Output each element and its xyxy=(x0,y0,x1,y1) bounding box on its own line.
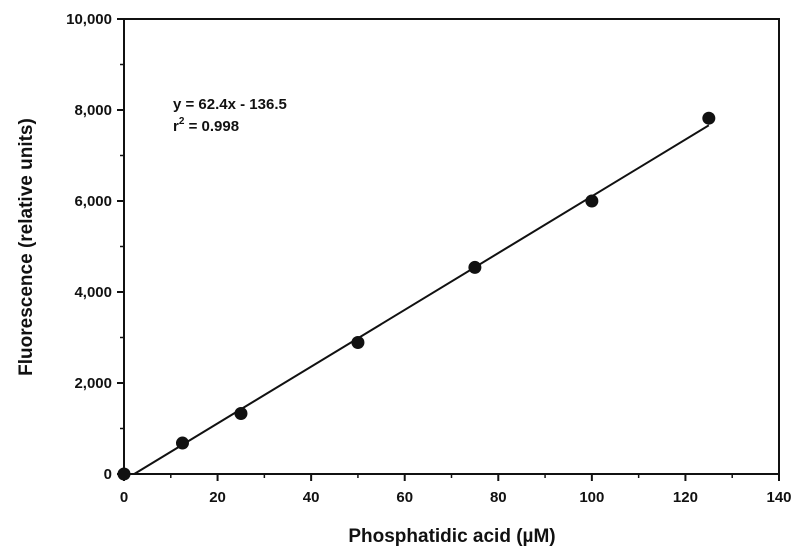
y-tick-label: 2,000 xyxy=(74,375,112,392)
x-tick-label: 40 xyxy=(303,489,320,506)
r-squared-label: r2 = 0.998 xyxy=(173,116,239,135)
axis-ticks xyxy=(117,18,780,481)
y-axis-title: Fluorescence (relative units) xyxy=(16,118,37,376)
x-tick-label: 80 xyxy=(490,489,507,506)
data-point xyxy=(468,260,482,274)
data-point xyxy=(351,336,365,350)
y-tick-label: 10,000 xyxy=(66,11,112,28)
y-tick-label: 4,000 xyxy=(74,284,112,301)
x-axis-title: Phosphatidic acid (µM) xyxy=(348,526,555,547)
data-point xyxy=(585,194,599,208)
r-squared-superscript: 2 xyxy=(179,116,185,127)
fit-line xyxy=(133,124,710,475)
data-point xyxy=(175,436,189,450)
x-tick-label: 140 xyxy=(766,489,791,506)
data-point xyxy=(702,111,716,125)
data-point xyxy=(117,467,131,481)
y-tick-label: 6,000 xyxy=(74,193,112,210)
x-tick-label: 120 xyxy=(673,489,698,506)
x-tick-label: 20 xyxy=(209,489,226,506)
tick-labels: 0 20 40 60 80 100 120 140 0 2,000 4,000 6,000 8,000 1… xyxy=(66,11,791,506)
x-tick-label: 100 xyxy=(579,489,604,506)
r-squared-base: r xyxy=(173,118,179,135)
y-tick-label: 8,000 xyxy=(74,102,112,119)
equation-label: y = 62.4x - 136.5 xyxy=(173,96,287,113)
plot-frame xyxy=(123,18,780,475)
x-tick-label: 0 xyxy=(120,489,128,506)
y-tick-label: 0 xyxy=(104,466,112,483)
r-squared-value: = 0.998 xyxy=(184,118,239,135)
data-points xyxy=(117,111,716,481)
x-tick-label: 60 xyxy=(396,489,413,506)
data-point xyxy=(234,406,248,420)
